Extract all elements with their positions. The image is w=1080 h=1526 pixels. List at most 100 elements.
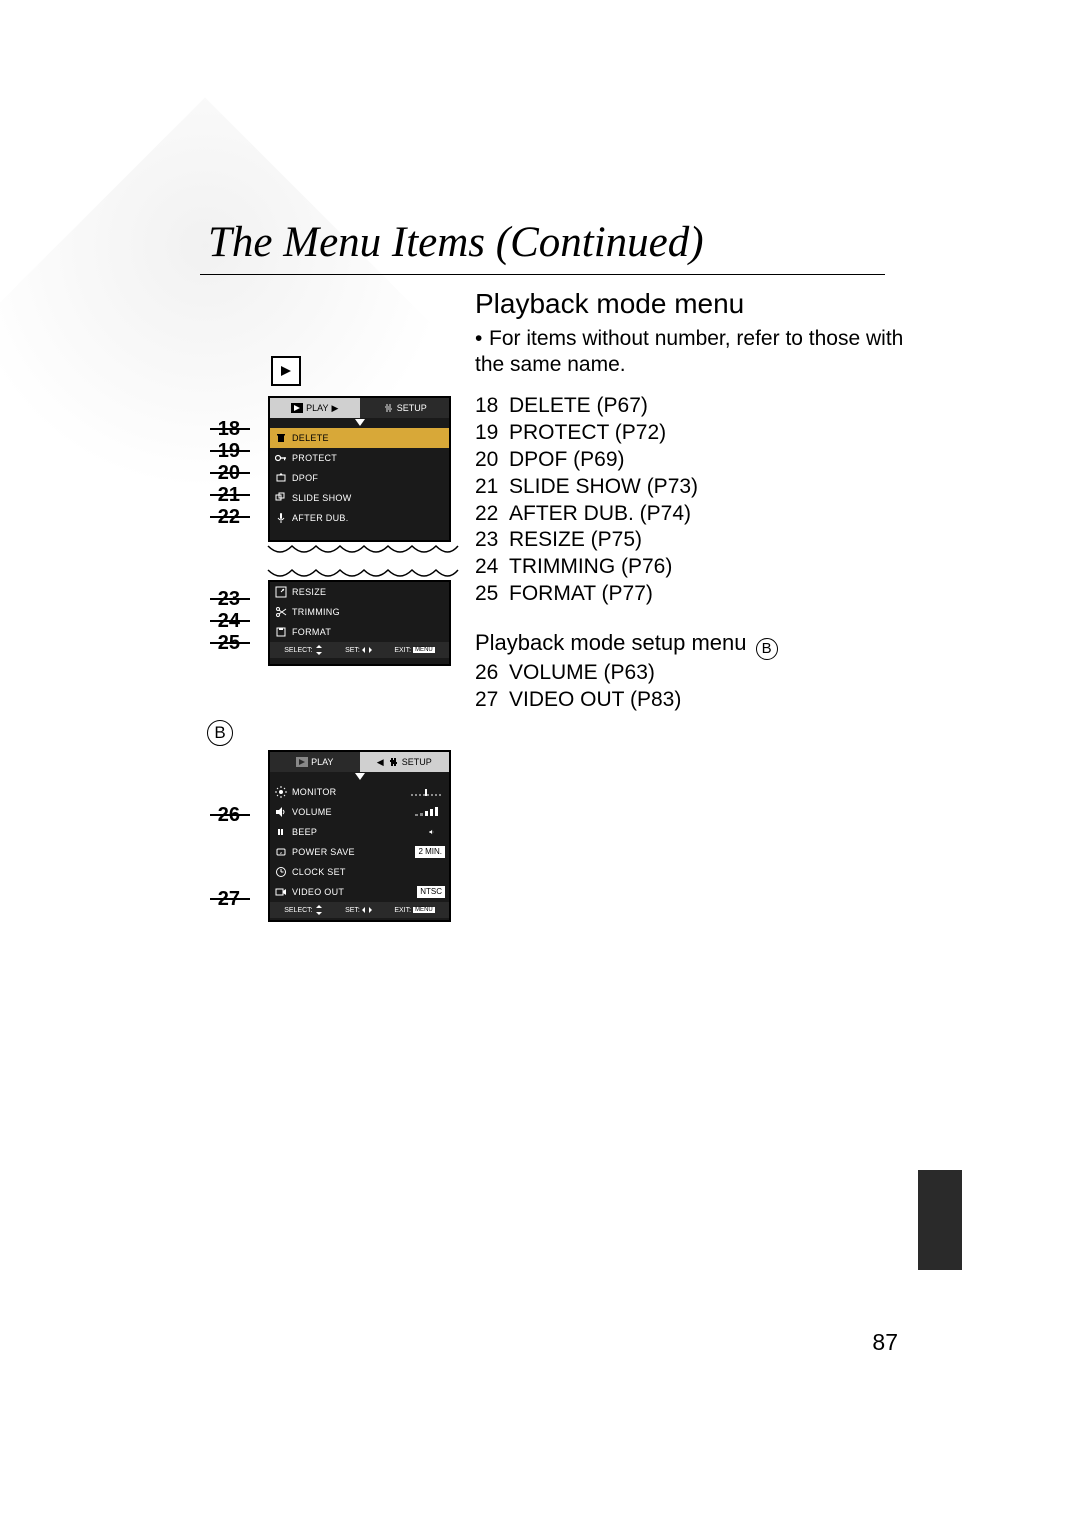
badge-b-icon: B: [756, 638, 778, 660]
page-title: The Menu Items (Continued): [208, 218, 704, 267]
manual-page: The Menu Items (Continued) Playback mode…: [0, 0, 1080, 1526]
bullet-icon: •: [475, 326, 489, 352]
item-label: VOLUME (P63): [509, 661, 655, 684]
item-num: 21: [475, 474, 509, 501]
speaker-icon: [274, 806, 288, 818]
mic-icon: [274, 512, 288, 524]
note-text: •For items without number, refer to thos…: [475, 326, 905, 379]
tab-arrow-icon: ▶: [331, 403, 338, 414]
beep-icon: [274, 826, 288, 838]
menu-item-trimming: TRIMMING: [270, 602, 449, 622]
setup-tab-icon: [387, 757, 399, 767]
badge-b-left-icon: B: [207, 720, 233, 746]
callout-num: 18: [218, 418, 240, 441]
note-body: For items without number, refer to those…: [475, 327, 903, 376]
menu-item-label: CLOCK SET: [292, 867, 445, 877]
menu-item-label: SLIDE SHOW: [292, 493, 445, 503]
dpof-icon: [274, 472, 288, 484]
menu-item-label: VOLUME: [292, 807, 405, 817]
menu-item-delete: DELETE: [270, 428, 449, 448]
setup-menu-heading: Playback mode setup menu B: [475, 630, 778, 660]
callout-num: 21: [218, 484, 240, 507]
setup-menu-screenshot: PLAY ◀ SETUP MONITOR VOLUME BEEP z PO: [268, 750, 451, 922]
slideshow-icon: [274, 492, 288, 504]
menu-footer: SELECT: SET: EXIT:MENU: [270, 642, 449, 658]
key-icon: [274, 452, 288, 464]
menu-item-afterdub: AFTER DUB.: [270, 508, 449, 528]
tab-label: SETUP: [397, 403, 427, 413]
setup-tab-icon: [382, 403, 394, 413]
callout-num: 20: [218, 462, 240, 485]
callout-num: 25: [218, 632, 240, 655]
setup-menu-text: Playback mode setup menu: [475, 630, 747, 655]
menu-item-videoout: VIDEO OUT NTSC: [270, 882, 449, 902]
item-num: 24: [475, 554, 509, 581]
menu-item-value: NTSC: [417, 886, 445, 898]
item-label: RESIZE (P75): [509, 528, 642, 551]
menu-item-label: TRIMMING: [292, 607, 445, 617]
page-number: 87: [872, 1329, 898, 1356]
footer-set: SET:: [345, 907, 360, 914]
footer-select: SELECT:: [284, 907, 312, 914]
callout-num: 24: [218, 610, 240, 633]
item-num: 19: [475, 420, 509, 447]
item-num: 25: [475, 581, 509, 608]
trash-icon: [274, 432, 288, 444]
playback-menu-screenshot-bottom: RESIZE TRIMMING FORMAT SELECT: SET: EXIT…: [268, 580, 451, 666]
footer-menu-box: MENU: [413, 907, 435, 913]
menu-item-clockset: CLOCK SET: [270, 862, 449, 882]
menu-footer: SELECT: SET: EXIT:MENU: [270, 902, 449, 918]
torn-edge-icon: [260, 540, 460, 582]
item-label: DPOF (P69): [509, 448, 625, 471]
item-label: SLIDE SHOW (P73): [509, 475, 698, 498]
resize-icon: [274, 586, 288, 598]
menu-item-powersave: z POWER SAVE 2 MIN.: [270, 842, 449, 862]
menu-item-label: RESIZE: [292, 587, 445, 597]
playback-item-list: 18DELETE (P67) 19PROTECT (P72) 20DPOF (P…: [475, 393, 698, 608]
footer-set: SET:: [345, 647, 360, 654]
item-num: 18: [475, 393, 509, 420]
menu-item-beep: BEEP: [270, 822, 449, 842]
footer-exit: EXIT:: [394, 907, 411, 914]
menu-item-value: 2 MIN.: [415, 846, 445, 858]
menu-item-format: FORMAT: [270, 622, 449, 642]
menu-item-label: FORMAT: [292, 627, 445, 637]
brightness-bar-icon: [409, 786, 445, 798]
scissors-icon: [274, 606, 288, 618]
menu-tabs: PLAY ▶ SETUP: [270, 398, 449, 418]
tab-label: SETUP: [402, 757, 432, 767]
item-label: PROTECT (P72): [509, 421, 666, 444]
callout-num: 23: [218, 588, 240, 611]
menu-item-label: AFTER DUB.: [292, 513, 445, 523]
play-tab-icon: [291, 403, 303, 413]
callout-num: 27: [218, 888, 240, 911]
tab-setup: SETUP: [360, 398, 450, 418]
volume-bar-icon: [409, 806, 445, 818]
playback-menu-screenshot-top: PLAY ▶ SETUP DELETE PROTECT DPOF SLIDE S…: [268, 396, 451, 542]
scroll-down-icon: [270, 418, 449, 428]
format-icon: [274, 626, 288, 638]
tab-label: PLAY: [306, 403, 328, 413]
item-num: 26: [475, 660, 509, 687]
item-label: DELETE (P67): [509, 394, 648, 417]
tab-play: PLAY: [270, 752, 360, 772]
play-mode-icon: [271, 356, 301, 386]
powersave-icon: z: [274, 846, 288, 858]
scroll-down-icon: [270, 772, 449, 782]
play-tab-icon: [296, 757, 308, 767]
thumb-tab: [918, 1170, 962, 1270]
menu-item-resize: RESIZE: [270, 582, 449, 602]
tab-play: PLAY ▶: [270, 398, 360, 418]
menu-item-label: POWER SAVE: [292, 847, 411, 857]
menu-item-label: BEEP: [292, 827, 425, 837]
callout-num: 22: [218, 506, 240, 529]
footer-exit: EXIT:: [394, 647, 411, 654]
menu-tabs: PLAY ◀ SETUP: [270, 752, 449, 772]
callout-num: 26: [218, 804, 240, 827]
item-num: 22: [475, 501, 509, 528]
beep-val-icon: [429, 826, 445, 838]
menu-item-slideshow: SLIDE SHOW: [270, 488, 449, 508]
clock-icon: [274, 866, 288, 878]
menu-item-label: VIDEO OUT: [292, 887, 413, 897]
menu-item-volume: VOLUME: [270, 802, 449, 822]
